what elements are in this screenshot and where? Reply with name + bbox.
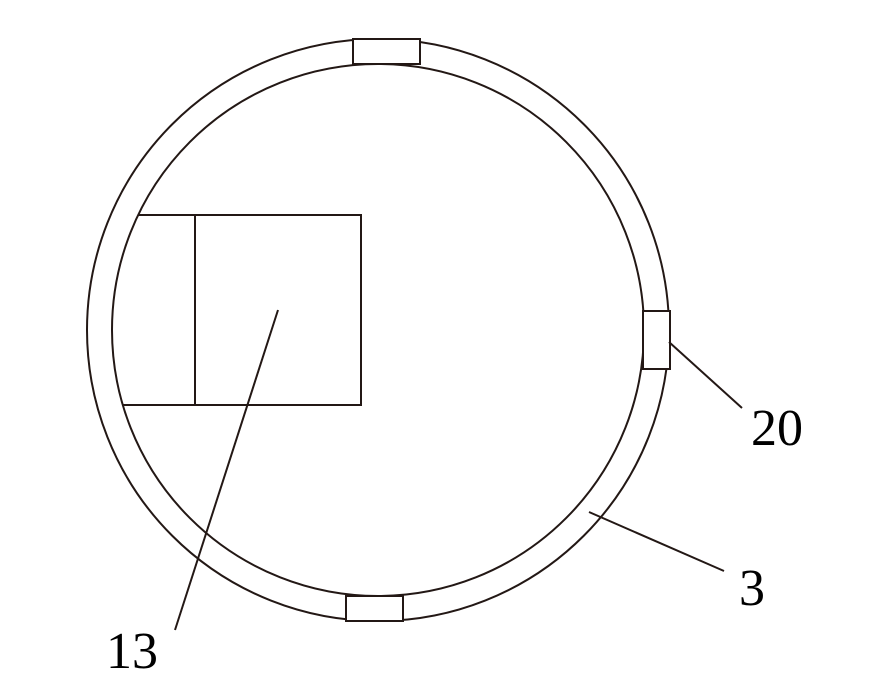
label-13: 13 — [106, 623, 158, 675]
label-20: 20 — [751, 400, 803, 457]
tab-right — [643, 311, 670, 369]
tab-bottom — [346, 596, 403, 621]
label-3: 3 — [739, 560, 765, 617]
diagram-svg: 20 3 13 — [0, 0, 874, 675]
tab-top — [353, 39, 420, 64]
